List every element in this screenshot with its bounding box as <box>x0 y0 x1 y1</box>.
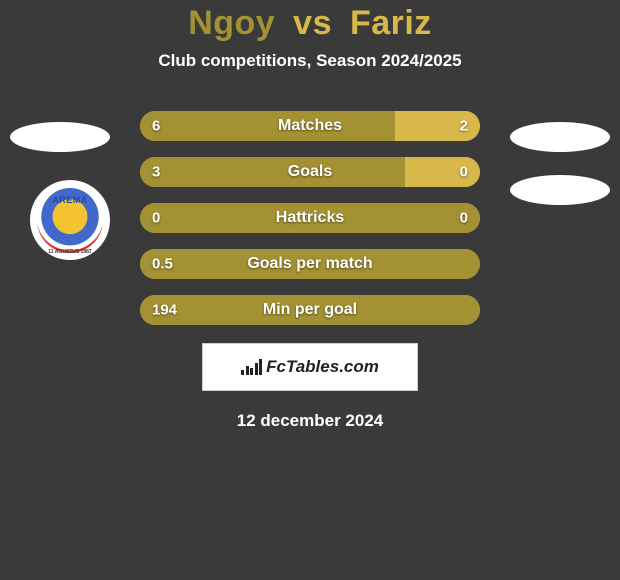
stat-value-left: 194 <box>152 302 177 319</box>
stat-row: Goals 3 0 <box>140 157 480 187</box>
stat-bar-right <box>405 157 480 187</box>
stat-bar-left <box>140 157 405 187</box>
stat-bar-left <box>140 111 395 141</box>
stat-label: Goals <box>288 163 332 181</box>
player2-placeholder-logo-1 <box>510 122 610 152</box>
fctables-inner: FcTables.com <box>241 357 379 377</box>
fctables-text: FcTables.com <box>266 357 379 377</box>
player2-name: Fariz <box>350 4 432 42</box>
player2-placeholder-logo-2 <box>510 175 610 205</box>
club-logo-graphic: AREMA 11 AGUSTUS 1987 <box>37 187 103 253</box>
bar-chart-icon <box>241 359 262 375</box>
stat-row: Matches 6 2 <box>140 111 480 141</box>
comparison-bars: Matches 6 2 Goals 3 0 Hattricks 0 0 Goals per mat… <box>140 111 480 325</box>
stat-row: Hattricks 0 0 <box>140 203 480 233</box>
comparison-infographic: Ngoy vs Fariz Club competitions, Season … <box>0 0 620 431</box>
stat-value-right: 0 <box>460 164 468 181</box>
fctables-badge[interactable]: FcTables.com <box>202 343 418 391</box>
stat-value-left: 0.5 <box>152 256 173 273</box>
club-footer: 11 AGUSTUS 1987 <box>37 249 103 255</box>
subtitle: Club competitions, Season 2024/2025 <box>0 51 620 71</box>
stat-row: Min per goal 194 <box>140 295 480 325</box>
stat-value-right: 2 <box>460 118 468 135</box>
stat-label: Min per goal <box>263 301 357 319</box>
stat-value-right: 0 <box>460 210 468 227</box>
stat-value-left: 6 <box>152 118 160 135</box>
stat-value-left: 3 <box>152 164 160 181</box>
player1-name: Ngoy <box>188 4 275 42</box>
stat-value-left: 0 <box>152 210 160 227</box>
vs-label: vs <box>293 4 332 42</box>
stat-label: Matches <box>278 117 342 135</box>
page-title: Ngoy vs Fariz <box>0 4 620 43</box>
stat-label: Hattricks <box>276 209 344 227</box>
date-label: 12 december 2024 <box>0 411 620 431</box>
player1-placeholder-logo <box>10 122 110 152</box>
stat-label: Goals per match <box>247 255 372 273</box>
club-logo: AREMA 11 AGUSTUS 1987 <box>30 180 110 260</box>
stat-row: Goals per match 0.5 <box>140 249 480 279</box>
club-name: AREMA <box>37 195 103 205</box>
